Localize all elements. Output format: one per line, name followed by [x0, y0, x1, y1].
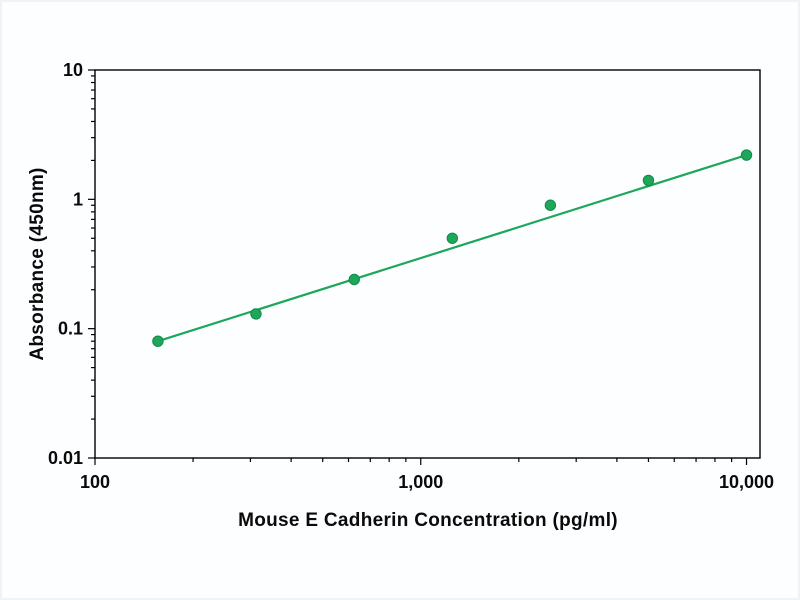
- data-point: [740, 149, 753, 161]
- data-point: [250, 308, 262, 320]
- y-tick-label: 1: [73, 189, 83, 209]
- data-point: [446, 232, 459, 244]
- y-tick-label: 0.1: [58, 319, 83, 339]
- x-tick-label: 100: [80, 472, 110, 492]
- data-point: [348, 273, 360, 286]
- data-point: [152, 335, 164, 347]
- x-tick-label: 10,000: [719, 472, 774, 492]
- plot-border: [94, 69, 761, 459]
- data-point: [642, 174, 655, 187]
- y-axis-title: Absorbance (450nm): [27, 167, 48, 361]
- x-tick-label: 1,000: [398, 472, 443, 492]
- data-point: [544, 199, 557, 211]
- y-tick-label: 0.01: [48, 448, 83, 468]
- standard-curve-line: [157, 153, 747, 343]
- x-axis-title: Mouse E Cadherin Concentration (pg/ml): [238, 510, 618, 531]
- y-tick-label: 10: [63, 60, 83, 80]
